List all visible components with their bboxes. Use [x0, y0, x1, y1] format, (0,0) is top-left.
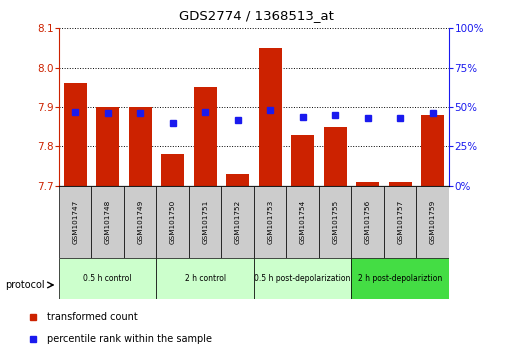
Bar [384, 186, 417, 258]
Text: GSM101751: GSM101751 [202, 200, 208, 244]
Text: GSM101759: GSM101759 [429, 200, 436, 244]
Bar [254, 258, 351, 299]
Text: GSM101750: GSM101750 [170, 200, 176, 244]
Bar [156, 258, 254, 299]
Bar [59, 186, 91, 258]
Bar [389, 182, 411, 186]
Bar [286, 186, 319, 258]
Bar [421, 115, 444, 186]
Text: GSM101749: GSM101749 [137, 200, 143, 244]
Bar [351, 258, 449, 299]
Bar [129, 107, 152, 186]
Text: GSM101747: GSM101747 [72, 200, 78, 244]
Bar [91, 186, 124, 258]
Bar [291, 135, 314, 186]
Text: GSM101756: GSM101756 [365, 200, 371, 244]
Text: protocol: protocol [5, 280, 45, 290]
Bar [319, 186, 351, 258]
Text: GSM101752: GSM101752 [234, 200, 241, 244]
Bar [194, 87, 216, 186]
Bar [226, 174, 249, 186]
Text: 2 h control: 2 h control [185, 274, 226, 283]
Text: GSM101748: GSM101748 [105, 200, 111, 244]
Text: GSM101755: GSM101755 [332, 200, 338, 244]
Bar [59, 258, 156, 299]
Bar [356, 182, 379, 186]
Bar [161, 154, 184, 186]
Bar [64, 84, 87, 186]
Bar [222, 186, 254, 258]
Bar [259, 48, 282, 186]
Bar [189, 186, 222, 258]
Bar [417, 186, 449, 258]
Text: GDS2774 / 1368513_at: GDS2774 / 1368513_at [179, 9, 334, 22]
Bar [254, 186, 286, 258]
Bar [96, 107, 119, 186]
Text: GSM101753: GSM101753 [267, 200, 273, 244]
Text: 2 h post-depolariztion: 2 h post-depolariztion [358, 274, 442, 283]
Text: percentile rank within the sample: percentile rank within the sample [47, 335, 212, 344]
Bar [156, 186, 189, 258]
Text: 0.5 h control: 0.5 h control [84, 274, 132, 283]
Text: 0.5 h post-depolarization: 0.5 h post-depolarization [254, 274, 351, 283]
Bar [351, 186, 384, 258]
Text: transformed count: transformed count [47, 312, 137, 322]
Bar [124, 186, 156, 258]
Text: GSM101757: GSM101757 [397, 200, 403, 244]
Text: GSM101754: GSM101754 [300, 200, 306, 244]
Bar [324, 127, 347, 186]
